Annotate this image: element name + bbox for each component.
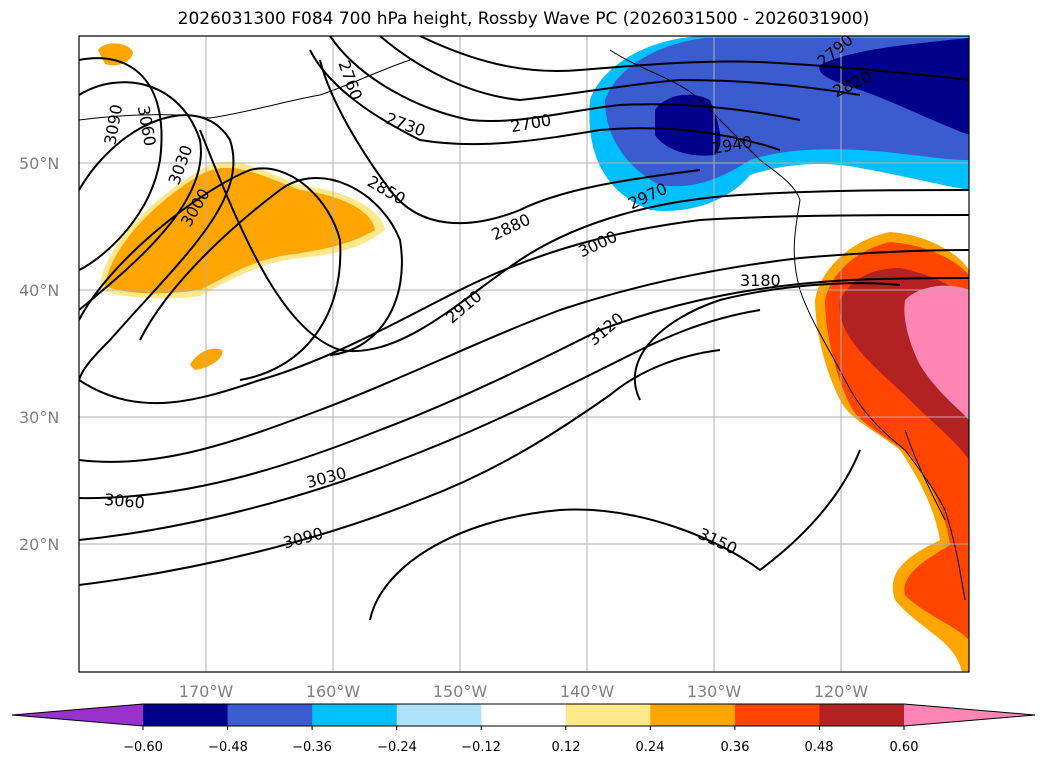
- contour-line: [79, 277, 969, 500]
- colorbar-tick-label: −0.24: [377, 740, 417, 755]
- contour-label: 2760: [334, 58, 366, 103]
- contour-label: 3060: [134, 104, 160, 147]
- contour-label: 3030: [304, 463, 348, 492]
- contour-line: [369, 449, 861, 621]
- positive-anomaly-se-pink: [904, 285, 969, 420]
- negative-anomaly-ne-core: [655, 94, 721, 156]
- lon-label: 150°W: [433, 682, 488, 701]
- lat-label: 50°N: [19, 154, 59, 173]
- lon-label: 130°W: [687, 682, 742, 701]
- contour-line: [419, 36, 969, 81]
- colorbar-segment: [565, 704, 651, 726]
- contour-line: [319, 59, 701, 225]
- contour-label: 2700: [509, 110, 552, 136]
- contour-line: [379, 36, 861, 102]
- contour-label: 3150: [695, 524, 740, 558]
- lon-label: 120°W: [814, 682, 869, 701]
- colorbar-segment: [819, 704, 905, 726]
- lat-label: 30°N: [19, 408, 59, 427]
- colorbar-extend-min: [12, 704, 143, 726]
- colorbar-tick-label: 0.12: [552, 740, 581, 755]
- small-orange-nw: [98, 43, 133, 66]
- contour-line: [309, 49, 781, 151]
- coastline-baja: [904, 429, 946, 521]
- contour-label: 3000: [575, 227, 620, 261]
- negative-anomaly-ne-core2: [819, 38, 969, 135]
- colorbar-segment: [143, 704, 229, 726]
- colorbar-extend-max: [904, 704, 1035, 726]
- contour-label: 3090: [281, 524, 325, 553]
- contour-line: [79, 167, 342, 381]
- contour-line: [329, 36, 801, 122]
- contour-label: 2880: [488, 210, 533, 244]
- colorbar-tick-labels: −0.60 −0.48 −0.36 −0.24 −0.12 0.12 0.24 …: [123, 740, 918, 755]
- colorbar-tick-label: −0.36: [292, 740, 332, 755]
- colorbar-segment: [227, 704, 313, 726]
- contour-line: [79, 349, 721, 586]
- map-area: 3090 3060 3030 3000 2760 2730 2700 2790 …: [79, 36, 969, 672]
- contour-line: [79, 214, 969, 405]
- colorbar-segment: [481, 704, 567, 726]
- graticule: [79, 36, 969, 672]
- coastline-alaska: [79, 59, 411, 121]
- contour-label: 3180: [740, 271, 781, 290]
- height-contours: [79, 36, 969, 621]
- lon-label: 170°W: [179, 682, 234, 701]
- contour-label: 3060: [103, 490, 145, 512]
- lon-label: 140°W: [560, 682, 615, 701]
- lat-label: 40°N: [19, 281, 59, 300]
- contour-line: [79, 81, 202, 311]
- colorbar-tick-label: 0.48: [805, 740, 834, 755]
- contour-line: [79, 249, 969, 463]
- figure-title: 2026031300 F084 700 hPa height, Rossby W…: [177, 9, 870, 29]
- contour-line: [633, 282, 901, 401]
- colorbar: [11, 703, 1036, 730]
- contour-label: 2730: [383, 109, 428, 141]
- colorbar-segment: [734, 704, 820, 726]
- colorbar-tick-label: −0.48: [208, 740, 248, 755]
- lon-label: 160°W: [306, 682, 361, 701]
- contour-line: [199, 129, 969, 353]
- colorbar-tick-label: 0.36: [721, 740, 750, 755]
- colorbar-segment: [396, 704, 482, 726]
- colorbar-tick-label: 0.24: [636, 740, 665, 755]
- map-frame: [78, 35, 970, 673]
- contour-label: 3120: [584, 309, 627, 350]
- colorbar-tick-label: −0.60: [123, 740, 163, 755]
- contour-line: [79, 57, 163, 271]
- contour-line: [139, 177, 403, 356]
- colorbar-tick-label: −0.12: [461, 740, 501, 755]
- colorbar-tick-label: 0.60: [890, 740, 919, 755]
- contour-label: 2850: [364, 172, 409, 209]
- colorbar-segment: [650, 704, 736, 726]
- contour-line: [79, 309, 761, 541]
- anomaly-shading: [98, 36, 969, 672]
- lat-axis-labels: 50°N 40°N 30°N 20°N: [19, 154, 59, 554]
- positive-anomaly-west-inner: [105, 167, 375, 294]
- colorbar-segment: [312, 704, 398, 726]
- contour-label: 2910: [442, 286, 485, 327]
- lat-label: 20°N: [19, 535, 59, 554]
- lon-axis-labels: 170°W 160°W 150°W 140°W 130°W 120°W: [179, 682, 869, 701]
